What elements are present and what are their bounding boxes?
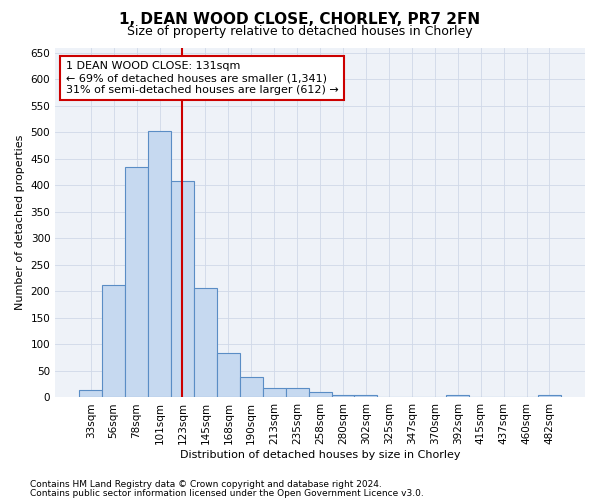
Y-axis label: Number of detached properties: Number of detached properties (15, 135, 25, 310)
Bar (263, 388, 286, 398)
Bar (217, 353, 240, 398)
Text: Contains public sector information licensed under the Open Government Licence v3: Contains public sector information licen… (30, 488, 424, 498)
Bar (148, 132, 171, 398)
Bar (377, 397, 400, 398)
Bar (125, 167, 148, 398)
Text: 1, DEAN WOOD CLOSE, CHORLEY, PR7 2FN: 1, DEAN WOOD CLOSE, CHORLEY, PR7 2FN (119, 12, 481, 28)
Bar (102, 285, 125, 398)
X-axis label: Distribution of detached houses by size in Chorley: Distribution of detached houses by size … (180, 450, 460, 460)
Bar (469, 397, 492, 398)
Text: Contains HM Land Registry data © Crown copyright and database right 2024.: Contains HM Land Registry data © Crown c… (30, 480, 382, 489)
Bar (286, 388, 308, 398)
Bar (240, 378, 263, 398)
Bar (355, 396, 377, 398)
Text: 1 DEAN WOOD CLOSE: 131sqm
← 69% of detached houses are smaller (1,341)
31% of se: 1 DEAN WOOD CLOSE: 131sqm ← 69% of detac… (66, 62, 338, 94)
Text: Size of property relative to detached houses in Chorley: Size of property relative to detached ho… (127, 25, 473, 38)
Bar (423, 397, 446, 398)
Bar (538, 396, 561, 398)
Bar (332, 395, 355, 398)
Bar (194, 288, 217, 398)
Bar (446, 396, 469, 398)
Bar (79, 390, 102, 398)
Bar (171, 181, 194, 398)
Bar (400, 397, 423, 398)
Bar (308, 392, 332, 398)
Bar (515, 397, 538, 398)
Bar (492, 397, 515, 398)
